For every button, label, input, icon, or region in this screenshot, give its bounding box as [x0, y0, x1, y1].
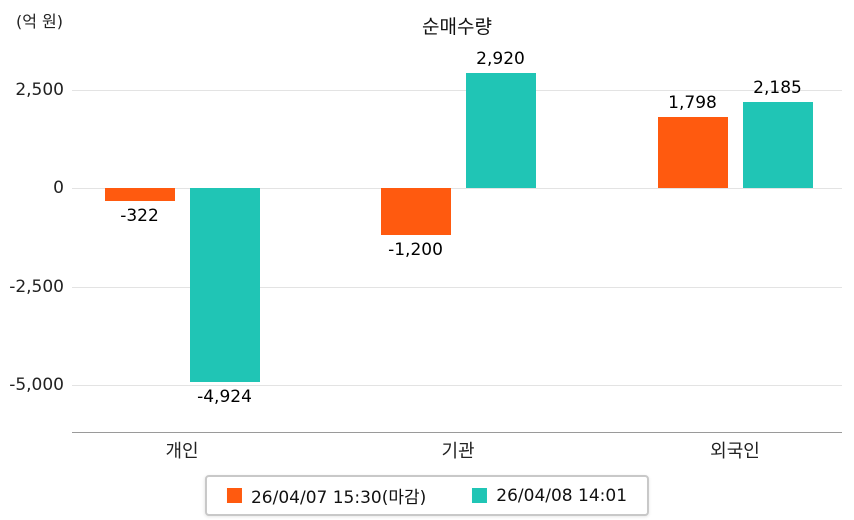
gridline-0 [72, 188, 842, 189]
bar-외국인-series-2 [742, 101, 813, 188]
y-tick-label: 0 [53, 178, 64, 198]
gridline--5,000 [72, 385, 842, 386]
y-tick-label: -2,500 [9, 277, 64, 297]
legend-item-series-1[interactable]: 26/04/07 15:30(마감) [226, 483, 427, 508]
gridline--2,500 [72, 287, 842, 288]
legend-swatch-series-1 [226, 488, 242, 503]
value-label: -4,924 [197, 387, 252, 407]
value-label: 2,185 [753, 77, 802, 98]
x-axis-label-3: 외국인 [710, 441, 760, 462]
bar-외국인-series-1 [657, 117, 728, 188]
value-label: 1,798 [668, 93, 717, 114]
value-label: -322 [120, 205, 159, 226]
y-tick-label: 2,500 [15, 80, 64, 100]
chart-title: 순매수량 [422, 16, 492, 38]
bar-개인-series-1 [104, 188, 175, 201]
bar-기관-series-1 [380, 188, 451, 236]
legend-label-series-2: 26/04/08 14:01 [496, 485, 628, 506]
x-axis-line [72, 432, 842, 433]
bar-개인-series-2 [189, 188, 260, 382]
bar-기관-series-2 [465, 73, 536, 188]
x-axis-label-2: 기관 [441, 441, 475, 462]
legend-item-series-2[interactable]: 26/04/08 14:01 [472, 486, 627, 506]
legend: 26/04/07 15:30(마감) 26/04/08 14:01 [204, 475, 650, 516]
value-label: -1,200 [388, 240, 443, 261]
y-axis-unit-label: (억 원) [16, 12, 64, 31]
x-axis-label-1: 개인 [165, 441, 199, 462]
value-label: 2,920 [476, 49, 525, 69]
gridline-2,500 [72, 90, 842, 91]
y-tick-label: -5,000 [9, 375, 64, 395]
legend-swatch-series-2 [472, 488, 488, 503]
legend-label-series-1: 26/04/07 15:30(마감) [250, 488, 427, 508]
